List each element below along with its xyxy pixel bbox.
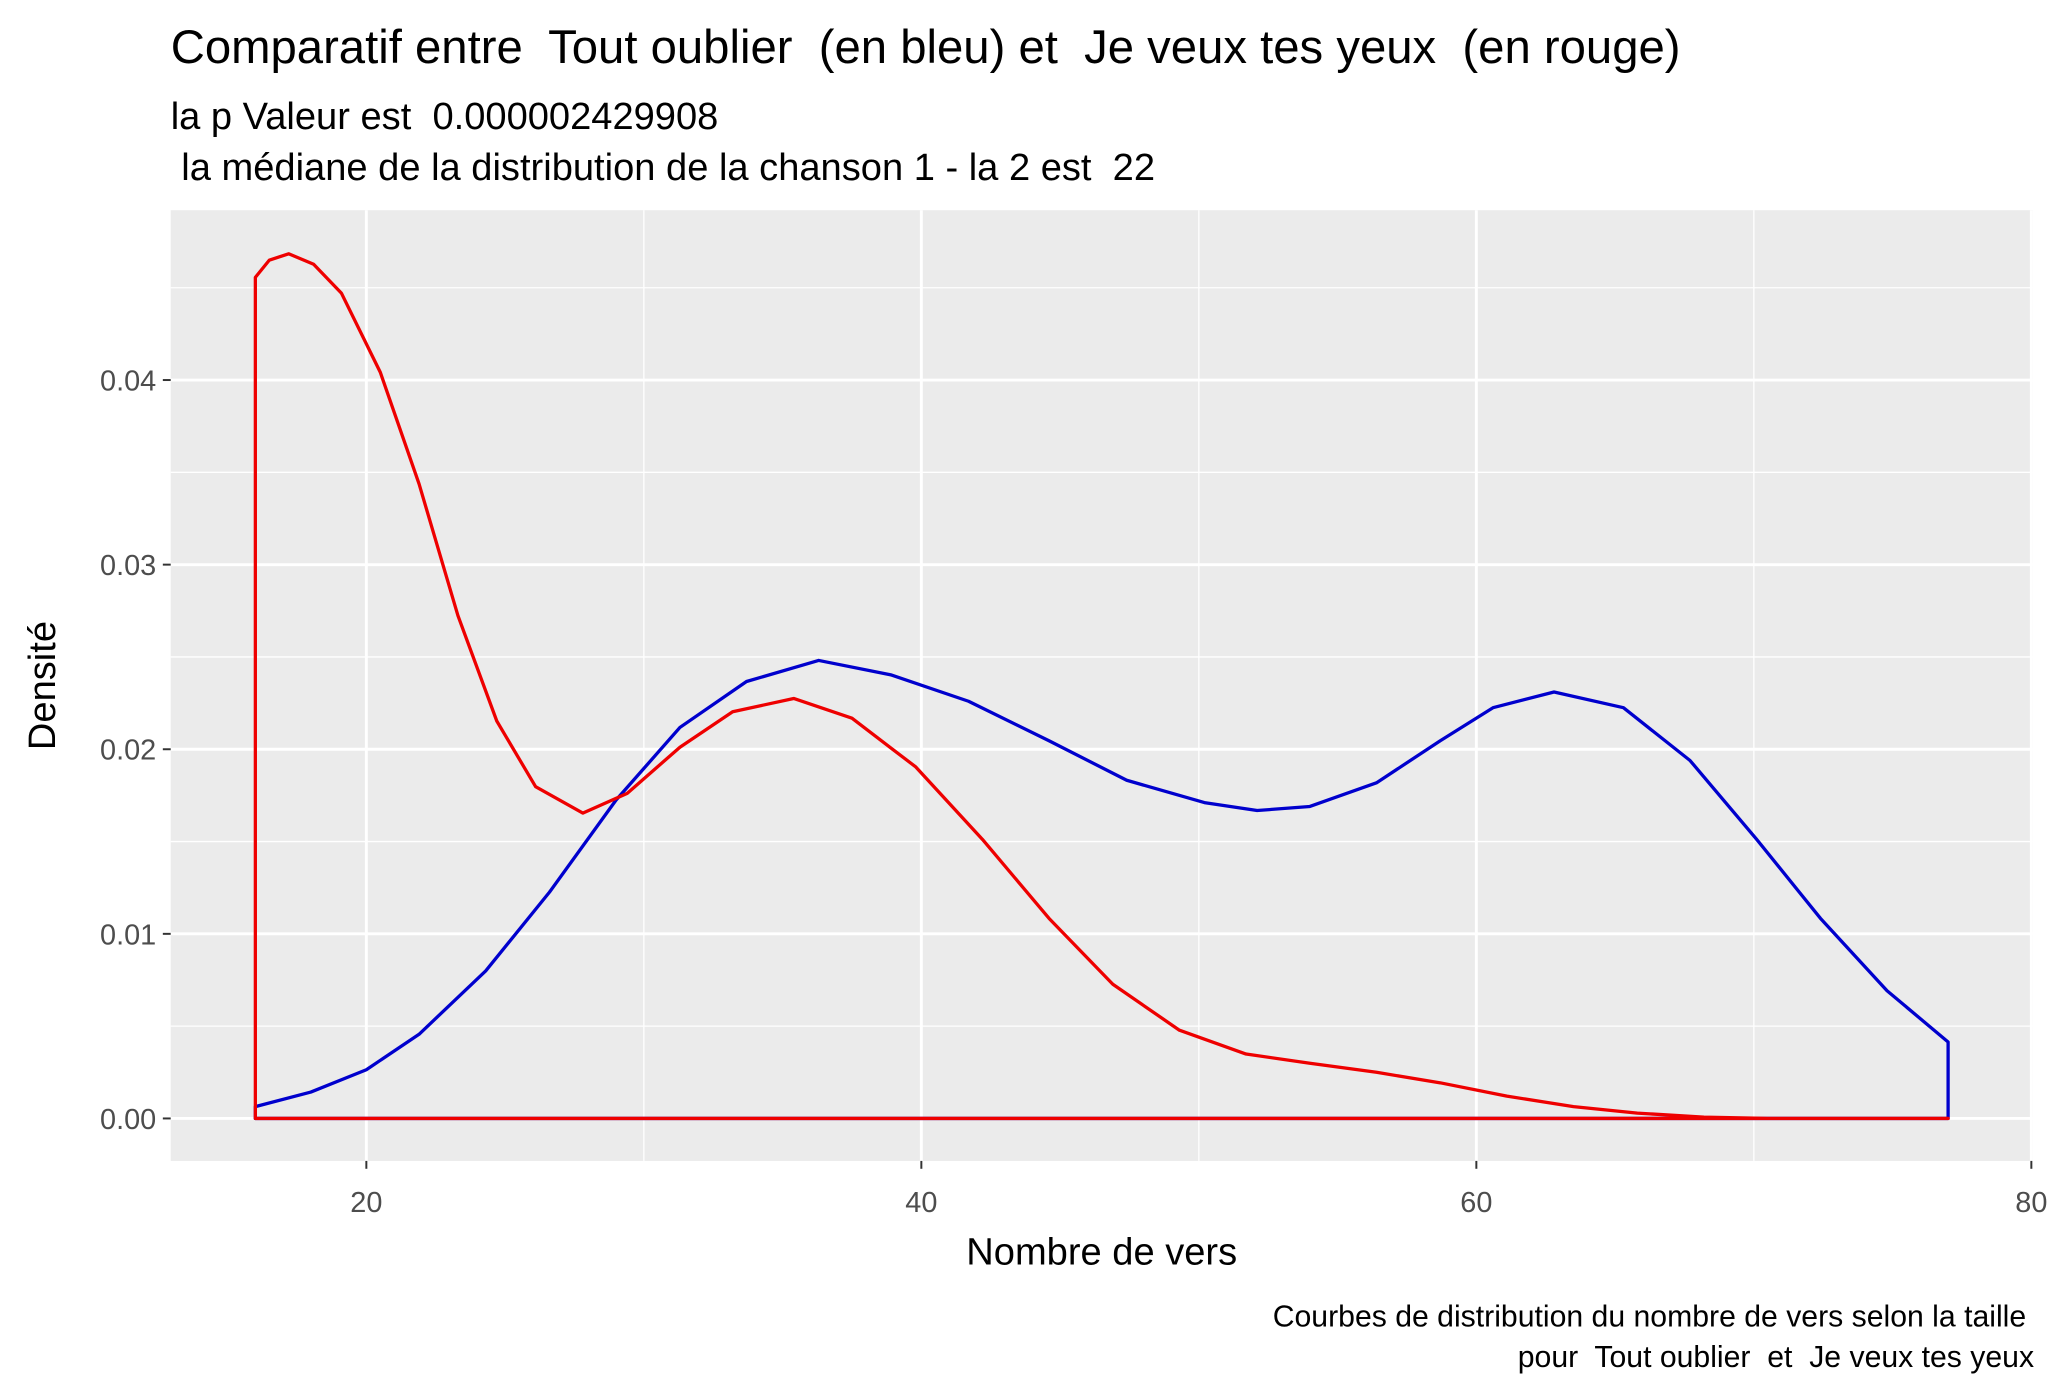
y-tick-label: 0.00 xyxy=(100,1104,156,1136)
caption: Courbes de distribution du nombre de ver… xyxy=(1273,1300,2026,1333)
y-tick-label: 0.03 xyxy=(100,550,156,582)
x-tick-label: 60 xyxy=(1460,1187,1492,1219)
y-tick-label: 0.02 xyxy=(100,735,156,767)
marks xyxy=(253,252,1950,1121)
x-tick-label: 80 xyxy=(2015,1187,2047,1219)
axes: 20 40 60 80 0.00 0.01 0.02 0.03 0.04 xyxy=(100,366,2047,1220)
y-tick-label: 0.01 xyxy=(100,919,156,951)
density-curve xyxy=(253,252,1950,1121)
y-tick-label: 0.04 xyxy=(100,366,156,398)
panel xyxy=(170,210,2033,1161)
caption: pour Tout oublier et Je veux tes yeux xyxy=(1518,1341,2034,1374)
subtitle: la médiane de la distribution de la chan… xyxy=(171,147,1155,189)
x-tick-label: 40 xyxy=(905,1187,937,1219)
y-axis-label: Densité xyxy=(22,621,64,750)
chart-title: Comparatif entre Tout oublier (en bleu) … xyxy=(171,21,1681,74)
x-axis-label: Nombre de vers xyxy=(966,1232,1237,1274)
density-curve xyxy=(253,658,1950,1121)
subtitle: la p Valeur est 0.000002429908 xyxy=(171,96,719,138)
x-tick-label: 20 xyxy=(350,1187,382,1219)
